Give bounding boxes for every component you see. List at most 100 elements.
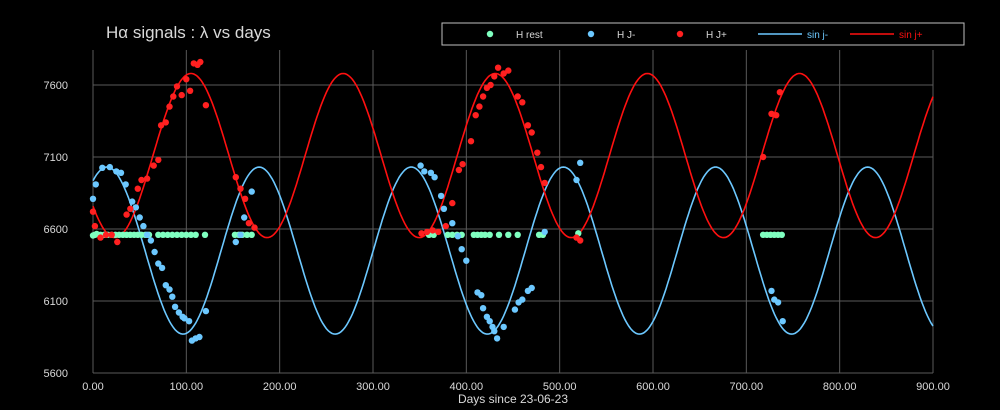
data-point	[779, 318, 786, 325]
data-point	[106, 163, 114, 171]
data-point	[458, 246, 465, 253]
data-point	[232, 174, 239, 181]
legend-items: H rest H J- H J+ sin j-sin j+	[486, 30, 923, 41]
data-point	[202, 307, 210, 315]
data-point	[134, 185, 141, 192]
data-point	[202, 102, 210, 109]
data-point	[494, 64, 502, 71]
data-point	[166, 103, 173, 110]
data-point	[500, 70, 507, 77]
data-point	[478, 292, 485, 299]
x-tick-label: 400.00	[450, 381, 484, 393]
data-point	[486, 318, 493, 325]
data-point	[114, 238, 121, 246]
data-point	[170, 93, 177, 100]
x-tick-label: 0.00	[82, 381, 103, 393]
data-point	[774, 299, 782, 306]
data-point	[102, 231, 110, 238]
data-point	[524, 122, 532, 129]
data-point	[472, 112, 479, 119]
data-point	[237, 185, 244, 192]
data-point	[577, 237, 584, 244]
data-point	[511, 306, 519, 313]
data-point	[186, 87, 194, 95]
data-point	[444, 231, 451, 238]
data-point	[159, 231, 167, 238]
data-point	[537, 163, 545, 171]
data-point	[528, 129, 535, 136]
data-point	[431, 174, 438, 181]
series-line-sin-j+	[92, 72, 934, 239]
data-point	[178, 231, 185, 238]
legend-label: sin j+	[899, 30, 923, 41]
data-point	[421, 168, 428, 175]
data-point	[171, 303, 179, 310]
legend-box	[441, 22, 965, 46]
data-point	[463, 257, 470, 264]
data-point	[534, 149, 541, 156]
chart-title: Hα signals : λ vs days	[106, 23, 271, 42]
legend: H rest H J- H J+ sin j-sin j+	[441, 22, 965, 46]
data-point	[237, 231, 244, 238]
y-tick-label: 6100	[44, 296, 68, 308]
data-point	[454, 233, 462, 240]
data-point	[487, 81, 494, 89]
data-point	[178, 91, 185, 99]
data-point	[183, 76, 190, 83]
data-point	[459, 161, 466, 168]
data-point	[495, 231, 503, 238]
data-point	[776, 89, 784, 96]
data-point	[491, 73, 498, 80]
x-tick-label: 700.00	[730, 381, 764, 393]
data-point	[491, 328, 498, 335]
data-point	[155, 231, 162, 238]
data-point	[91, 222, 99, 230]
data-point	[157, 122, 165, 129]
data-point	[573, 176, 580, 184]
data-point	[192, 231, 199, 238]
data-point	[248, 231, 255, 238]
y-tick-label: 7600	[44, 80, 68, 92]
data-point	[138, 176, 145, 184]
legend-label: sin j-	[807, 30, 828, 41]
data-point	[169, 231, 176, 238]
data-point	[449, 220, 456, 227]
data-point	[442, 222, 449, 230]
data-point	[519, 99, 526, 106]
data-point	[768, 287, 775, 295]
data-point	[500, 323, 507, 331]
data-point	[140, 222, 147, 230]
data-point	[169, 293, 176, 300]
x-tick-label: 100.00	[170, 381, 204, 393]
data-point	[187, 231, 195, 238]
data-point	[418, 230, 425, 237]
data-point	[117, 169, 125, 176]
data-point	[241, 195, 249, 202]
legend-marker	[676, 30, 684, 38]
data-point	[759, 153, 767, 161]
data-point	[99, 164, 106, 171]
data-point	[423, 228, 431, 236]
data-point	[417, 162, 424, 169]
data-point	[129, 198, 136, 205]
gridlines	[92, 50, 934, 374]
y-tick-label: 6600	[44, 224, 68, 236]
data-point	[467, 138, 475, 145]
data-point	[528, 284, 535, 292]
data-point	[429, 227, 436, 234]
data-point	[127, 205, 134, 212]
data-point	[196, 333, 203, 341]
x-tick-label: 600.00	[636, 381, 670, 393]
data-point	[89, 208, 97, 215]
data-point	[486, 231, 493, 238]
data-point	[577, 159, 584, 166]
data-point	[493, 335, 501, 342]
x-tick-label: 500.00	[543, 381, 577, 393]
data-point	[181, 315, 188, 322]
x-tick-label: 900.00	[916, 381, 950, 393]
data-point	[505, 67, 512, 74]
data-point	[162, 282, 169, 289]
data-point	[122, 181, 129, 188]
